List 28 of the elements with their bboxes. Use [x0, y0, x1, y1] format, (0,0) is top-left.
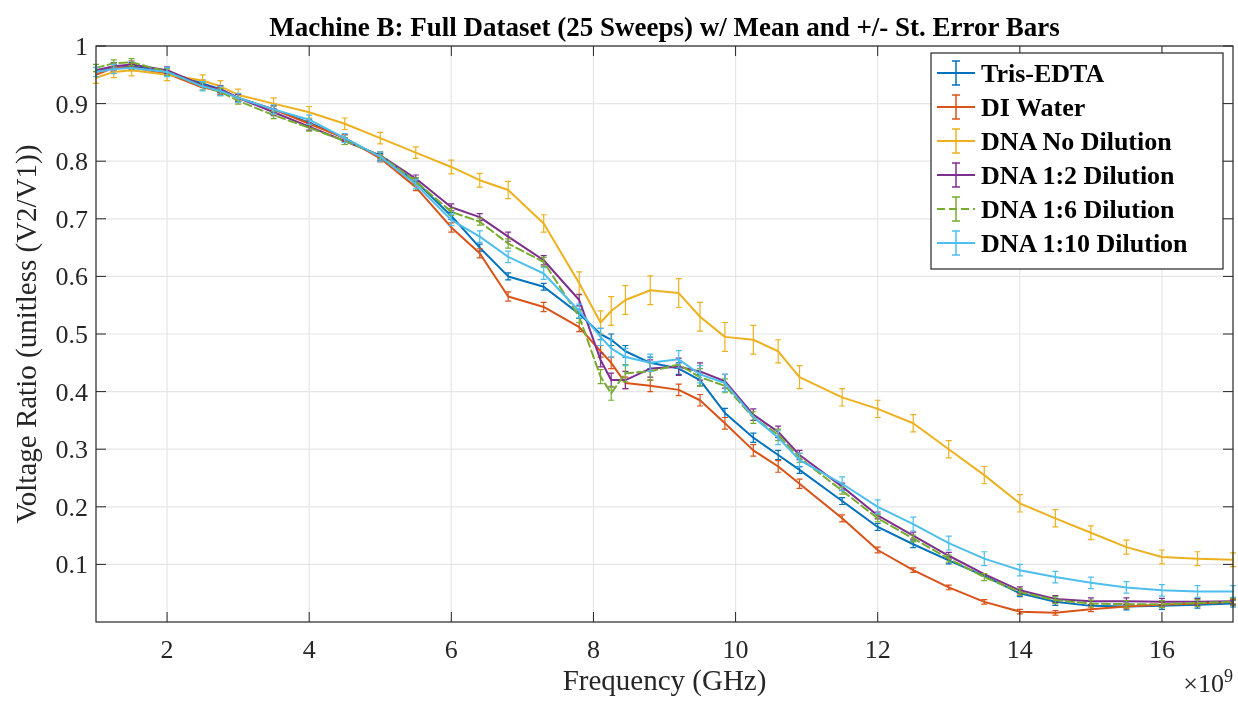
y-tick-label: 0.1 [55, 550, 88, 580]
legend-label: DNA 1:2 Dilution [981, 161, 1176, 190]
chart-title: Machine B: Full Dataset (25 Sweeps) w/ Mean and +/- St. Error Bars [269, 12, 1060, 42]
x-tick-label: 10 [722, 635, 749, 664]
x-tick-label: 16 [1148, 635, 1175, 664]
text: ×10$^{9}$ [1183, 666, 1233, 698]
y-tick-label: 0.5 [55, 320, 88, 349]
x-tick-label: 12 [864, 635, 891, 664]
legend-label: DNA 1:6 Dilution [981, 195, 1176, 224]
legend-label: DNA 1:10 Dilution [981, 229, 1189, 258]
legend-label: DI Water [981, 93, 1086, 122]
x-tick-label: 14 [1006, 635, 1033, 664]
x-tick-label: 6 [444, 635, 458, 664]
y-tick-label: 0.6 [55, 262, 88, 292]
x-tick-label: 4 [302, 635, 316, 664]
x-tick-label: 2 [160, 635, 174, 664]
y-tick-label: 0.4 [55, 377, 88, 407]
y-tick-label: 0.2 [55, 492, 88, 522]
y-tick-label: 0.8 [55, 147, 88, 177]
y-tick-label: 0.3 [55, 435, 88, 465]
x-axis-title: Frequency (GHz) [562, 664, 767, 697]
y-tick-label: 0.7 [55, 204, 88, 234]
y-tick-label: 0.9 [55, 89, 88, 119]
y-tick-label: 1 [75, 32, 88, 61]
x-tick-label: 8 [586, 635, 600, 664]
y-axis-title: Voltage Ratio (unitless (V2/V1)) [10, 144, 43, 524]
legend-label: Tris-EDTA [981, 59, 1105, 88]
legend-label: DNA No Dilution [981, 127, 1173, 156]
